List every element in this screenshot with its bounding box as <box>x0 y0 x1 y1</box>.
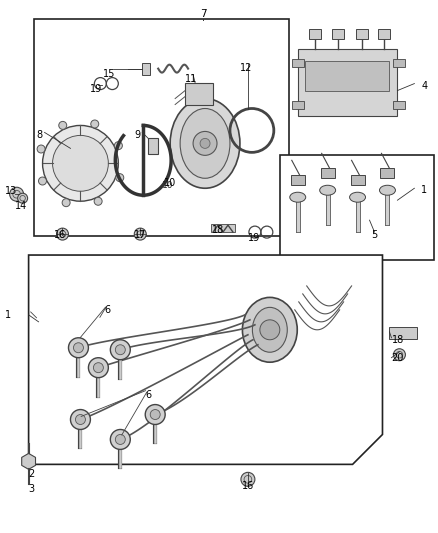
Bar <box>380 168 394 178</box>
Bar <box>308 29 320 39</box>
Bar <box>392 101 404 109</box>
Circle shape <box>73 343 83 353</box>
Circle shape <box>193 132 216 155</box>
Circle shape <box>240 472 254 486</box>
Text: 20: 20 <box>391 353 403 363</box>
Text: 2: 2 <box>28 470 35 479</box>
Circle shape <box>75 415 85 424</box>
Text: 15: 15 <box>103 69 116 79</box>
Circle shape <box>145 405 165 424</box>
Bar <box>350 175 364 185</box>
Polygon shape <box>21 454 35 470</box>
Bar <box>297 49 396 117</box>
Bar <box>142 63 150 75</box>
Circle shape <box>94 197 102 205</box>
Bar <box>148 139 158 155</box>
Circle shape <box>116 174 124 182</box>
Text: 3: 3 <box>28 484 35 494</box>
Text: 6: 6 <box>145 390 151 400</box>
Text: 18: 18 <box>212 225 224 235</box>
Text: 10: 10 <box>162 181 173 190</box>
Text: 16: 16 <box>241 481 254 491</box>
Circle shape <box>110 430 130 449</box>
Circle shape <box>115 434 125 445</box>
Circle shape <box>114 142 122 150</box>
Text: 11: 11 <box>185 74 197 84</box>
Circle shape <box>39 177 46 185</box>
Text: 19: 19 <box>90 84 102 94</box>
Text: 9: 9 <box>134 131 140 140</box>
Ellipse shape <box>242 297 297 362</box>
Text: 1: 1 <box>5 310 11 320</box>
Bar <box>185 83 212 104</box>
Ellipse shape <box>170 99 240 188</box>
Text: 14: 14 <box>14 201 27 211</box>
Text: 17: 17 <box>134 230 146 240</box>
Circle shape <box>42 125 118 201</box>
Circle shape <box>68 338 88 358</box>
Text: 10: 10 <box>164 178 176 188</box>
Circle shape <box>53 135 108 191</box>
Circle shape <box>91 120 99 128</box>
Circle shape <box>150 409 160 419</box>
Circle shape <box>37 145 45 153</box>
Bar <box>355 29 367 39</box>
Bar <box>211 224 234 232</box>
Ellipse shape <box>349 192 365 202</box>
Bar <box>378 29 389 39</box>
Text: 6: 6 <box>104 305 110 315</box>
Bar <box>331 29 343 39</box>
Text: 19: 19 <box>247 233 260 243</box>
Circle shape <box>200 139 209 148</box>
Bar <box>34 19 288 236</box>
Ellipse shape <box>180 109 230 178</box>
Polygon shape <box>28 255 381 464</box>
Bar <box>392 59 404 67</box>
Circle shape <box>10 187 24 201</box>
Circle shape <box>110 340 130 360</box>
Circle shape <box>71 409 90 430</box>
Bar <box>291 59 303 67</box>
Circle shape <box>115 345 125 355</box>
Circle shape <box>62 199 70 207</box>
Bar <box>320 168 334 178</box>
Bar <box>290 175 304 185</box>
Circle shape <box>93 362 103 373</box>
Text: 8: 8 <box>36 131 42 140</box>
Circle shape <box>88 358 108 378</box>
Circle shape <box>57 228 68 240</box>
Text: 5: 5 <box>371 230 377 240</box>
Ellipse shape <box>378 185 395 195</box>
Text: 4: 4 <box>420 80 426 91</box>
Text: 7: 7 <box>199 9 206 19</box>
Ellipse shape <box>252 308 286 352</box>
Bar <box>279 155 433 260</box>
Ellipse shape <box>289 192 305 202</box>
Text: 18: 18 <box>391 335 403 345</box>
Text: 13: 13 <box>5 186 17 196</box>
Text: 16: 16 <box>54 230 67 240</box>
Circle shape <box>134 228 146 240</box>
Circle shape <box>18 193 28 203</box>
Ellipse shape <box>319 185 335 195</box>
Bar <box>291 101 303 109</box>
Text: 12: 12 <box>240 63 252 72</box>
Text: 1: 1 <box>420 185 426 195</box>
Bar <box>304 61 389 91</box>
Circle shape <box>59 122 67 130</box>
Circle shape <box>392 349 404 361</box>
Bar <box>389 327 417 339</box>
Circle shape <box>259 320 279 340</box>
